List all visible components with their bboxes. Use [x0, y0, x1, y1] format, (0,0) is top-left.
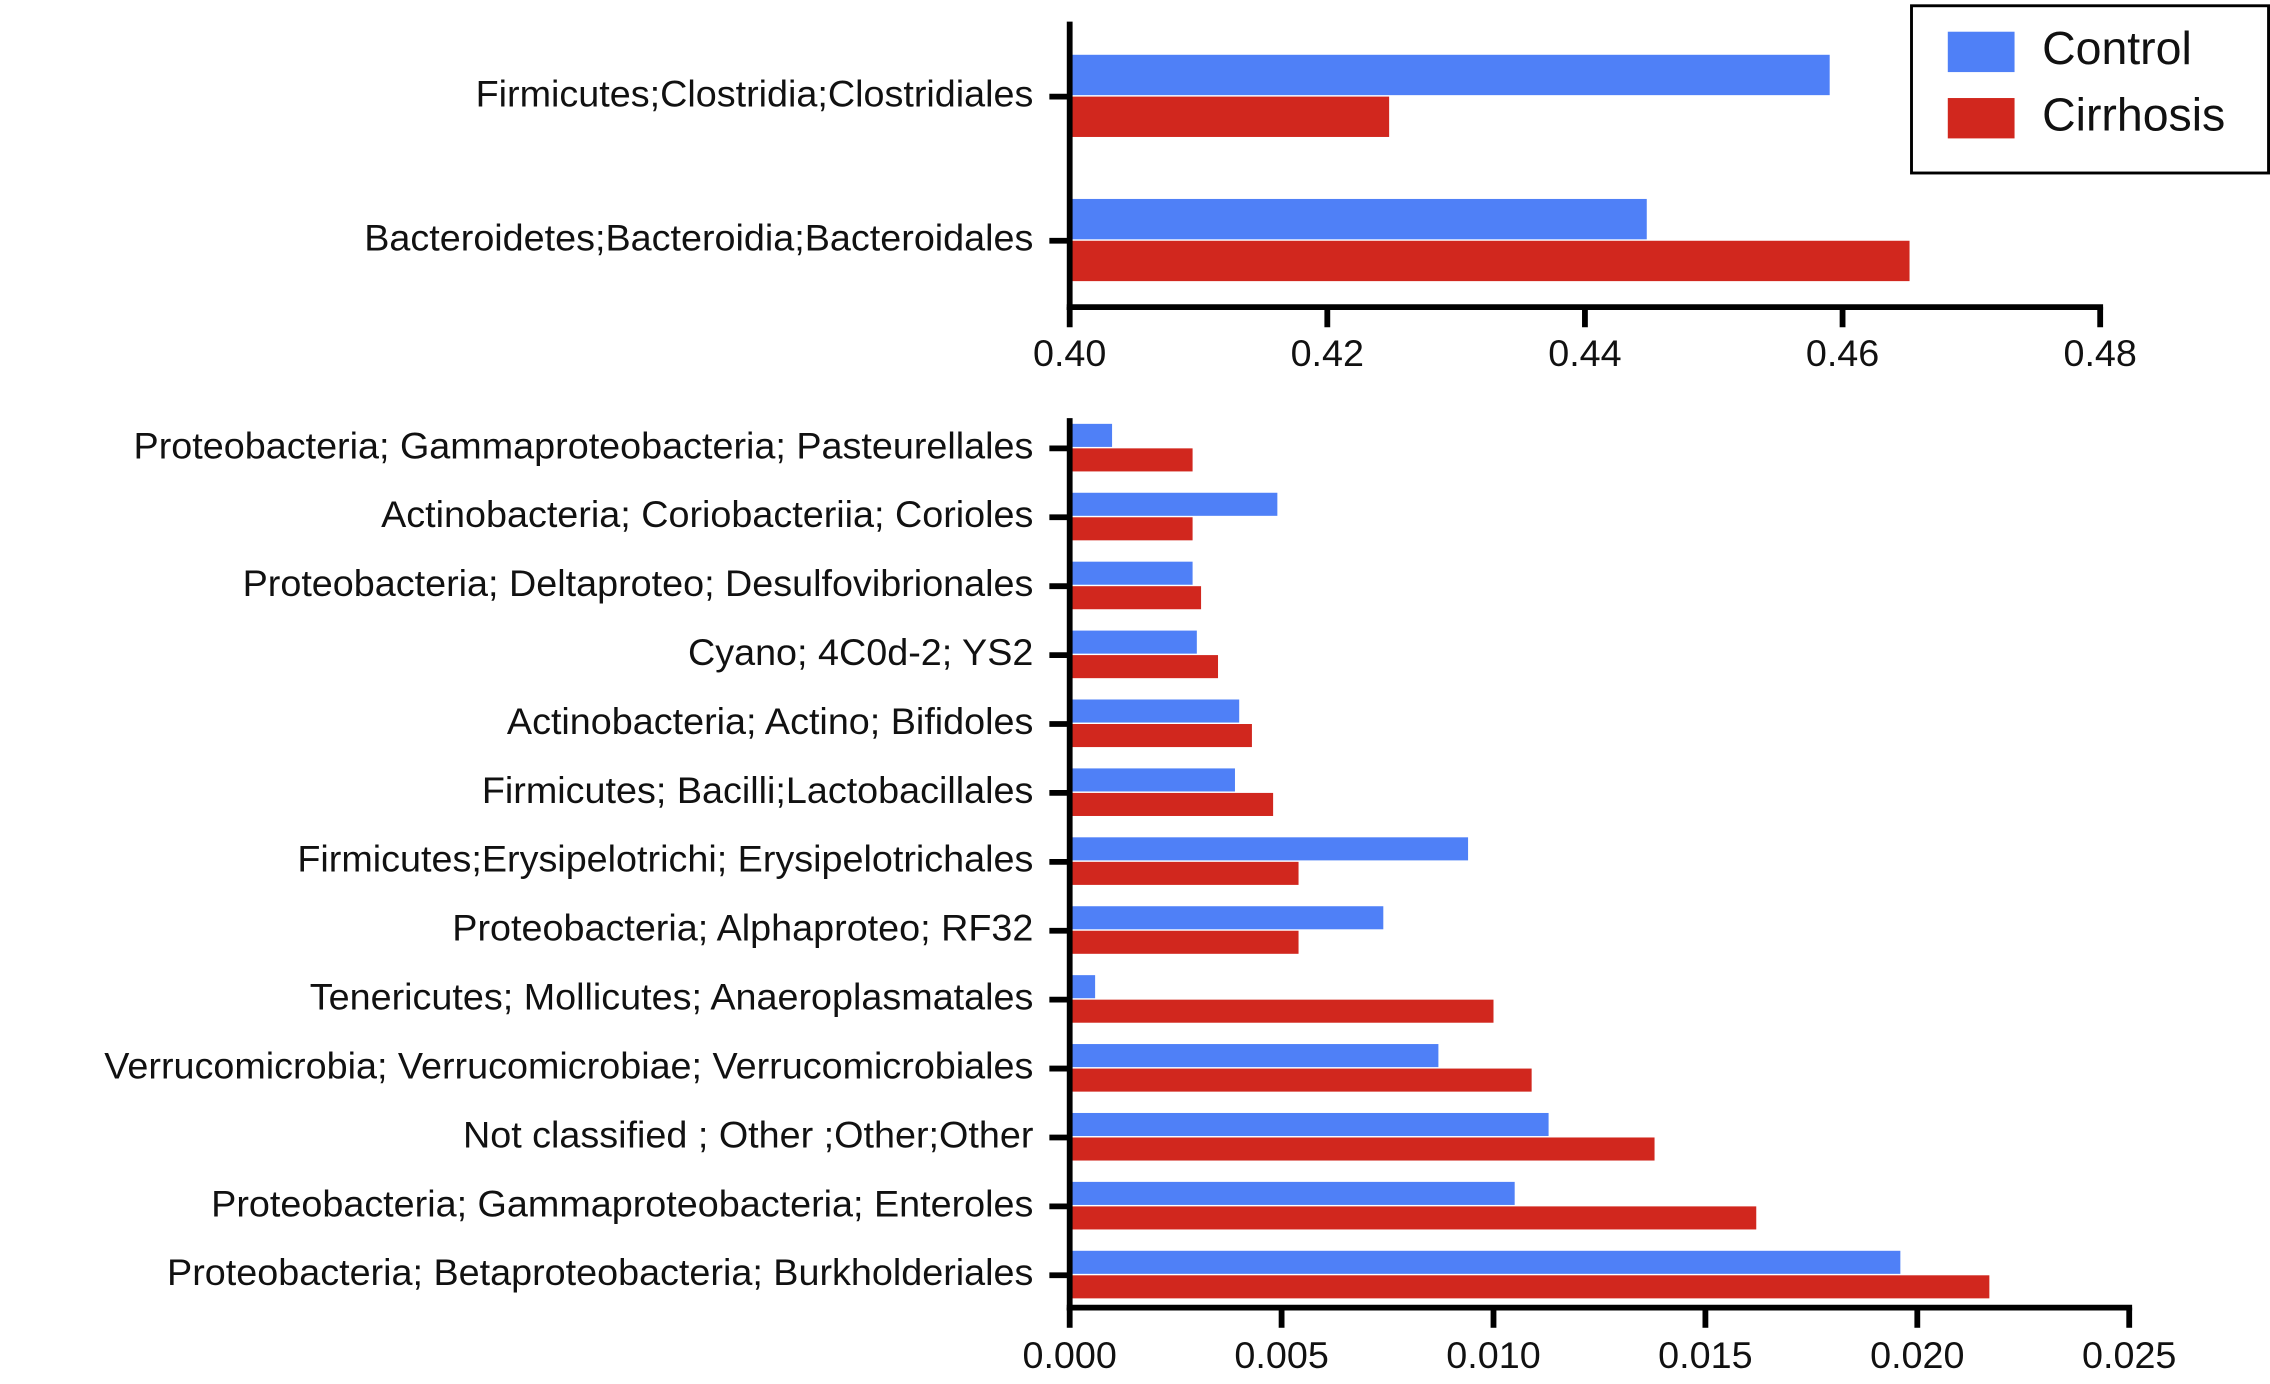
bar — [1069, 1206, 1757, 1230]
bar — [1069, 198, 1647, 240]
x-tick-label: 0.46 — [1806, 332, 1879, 374]
x-tick-label: 0.015 — [1658, 1334, 1752, 1376]
bar — [1069, 240, 1910, 282]
bar — [1069, 930, 1299, 954]
bar — [1069, 861, 1299, 885]
x-tick-label: 0.44 — [1548, 332, 1621, 374]
x-tick-label: 0.025 — [2082, 1334, 2176, 1376]
x-tick-label: 0.010 — [1446, 1334, 1540, 1376]
y-tick-label: Firmicutes;Clostridia;Clostridiales — [476, 73, 1034, 115]
bar — [1069, 768, 1235, 792]
bar — [1069, 1137, 1655, 1161]
x-tick-label: 0.40 — [1033, 332, 1106, 374]
x-tick-label: 0.020 — [1870, 1334, 1964, 1376]
bar — [1069, 655, 1219, 679]
bar — [1069, 1044, 1439, 1068]
bar — [1069, 724, 1252, 748]
bar — [1069, 96, 1390, 137]
bar — [1069, 630, 1197, 654]
y-tick-label: Firmicutes;Erysipelotrichi; Erysipelotri… — [297, 838, 1033, 880]
x-tick-label: 0.005 — [1234, 1334, 1328, 1376]
y-tick-label: Not classified ; Other ;Other;Other — [463, 1113, 1033, 1155]
y-tick-label: Firmicutes; Bacilli;Lactobacillales — [482, 769, 1034, 811]
bar — [1069, 1112, 1549, 1137]
bar — [1069, 492, 1278, 516]
bar — [1069, 792, 1274, 816]
bar — [1069, 517, 1193, 541]
y-tick-label: Bacteroidetes;Bacteroidia;Bacteroidales — [364, 217, 1033, 259]
bar — [1069, 448, 1193, 472]
y-tick-label: Actinobacteria; Actino; Bifidoles — [507, 700, 1033, 742]
bar — [1069, 586, 1202, 610]
y-tick-label: Tenericutes; Mollicutes; Anaeroplasmatal… — [310, 976, 1034, 1018]
bar — [1069, 1068, 1532, 1092]
bar — [1069, 561, 1193, 585]
bar — [1069, 837, 1469, 861]
y-tick-label: Proteobacteria; Gammaproteobacteria; Ent… — [211, 1182, 1033, 1224]
legend-swatch — [1947, 31, 2015, 73]
y-tick-label: Verrucomicrobia; Verrucomicrobiae; Verru… — [104, 1045, 1033, 1087]
bar — [1069, 1181, 1515, 1205]
legend-swatch — [1947, 98, 2015, 139]
bar — [1069, 699, 1240, 723]
bar — [1069, 1250, 1901, 1274]
bar — [1069, 423, 1113, 447]
y-tick-label: Proteobacteria; Betaproteobacteria; Burk… — [167, 1251, 1033, 1293]
x-tick-label: 0.000 — [1022, 1334, 1116, 1376]
y-tick-label: Proteobacteria; Alphaproteo; RF32 — [452, 907, 1033, 949]
bar — [1069, 1275, 1990, 1299]
y-tick-label: Proteobacteria; Deltaproteo; Desulfovibr… — [243, 562, 1034, 604]
bar — [1069, 975, 1096, 999]
bar — [1069, 906, 1384, 930]
x-tick-label: 0.42 — [1291, 332, 1364, 374]
legend-label: Cirrhosis — [2042, 89, 2225, 141]
x-tick-label: 0.48 — [2063, 332, 2136, 374]
y-tick-label: Cyano; 4C0d-2; YS2 — [688, 631, 1033, 673]
legend-label: Control — [2042, 22, 2192, 74]
y-tick-label: Actinobacteria; Coriobacteriia; Corioles — [381, 493, 1033, 535]
y-tick-label: Proteobacteria; Gammaproteobacteria; Pas… — [134, 424, 1034, 466]
bar — [1069, 54, 1830, 96]
bar — [1069, 999, 1494, 1023]
